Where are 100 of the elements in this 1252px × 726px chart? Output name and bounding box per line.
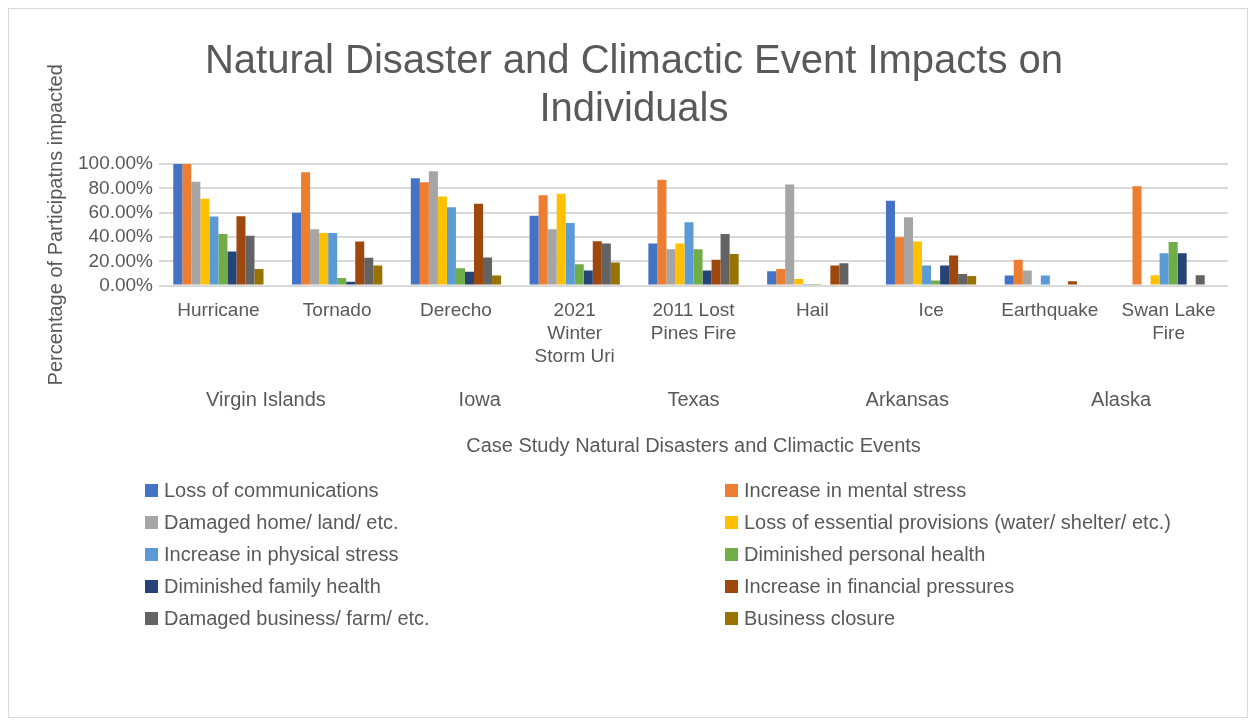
bar xyxy=(1132,186,1142,285)
bar xyxy=(236,216,246,285)
bar xyxy=(319,233,329,285)
x-tick-label: 2021 Winter Storm Uri xyxy=(534,299,615,366)
bar xyxy=(922,265,932,285)
bar xyxy=(839,263,849,285)
bar xyxy=(693,249,703,285)
bar xyxy=(785,184,795,285)
bar xyxy=(711,259,721,285)
bar xyxy=(538,195,548,285)
bar xyxy=(794,279,804,285)
bar xyxy=(1195,275,1205,285)
x-tick-label: Ice xyxy=(918,299,944,321)
bar xyxy=(913,241,923,285)
bar xyxy=(464,271,474,285)
bar xyxy=(1168,241,1178,285)
bar xyxy=(830,265,840,285)
x-tick-label: Hurricane xyxy=(177,299,260,321)
bar xyxy=(702,270,712,285)
bar xyxy=(1150,275,1160,285)
bar xyxy=(583,270,593,285)
bar xyxy=(1040,275,1050,285)
bar xyxy=(455,268,465,285)
legend-label: Loss of communications xyxy=(164,478,379,502)
bar xyxy=(767,271,777,285)
bar xyxy=(191,181,201,285)
bar xyxy=(903,217,913,285)
bar xyxy=(437,196,447,285)
bar xyxy=(949,255,959,285)
bar xyxy=(1013,259,1023,285)
bar xyxy=(483,257,493,285)
bar xyxy=(1159,253,1169,285)
legend-label: Increase in mental stress xyxy=(744,478,967,502)
bar xyxy=(173,164,183,285)
bar xyxy=(1067,281,1077,285)
bar xyxy=(301,172,311,285)
bar xyxy=(1004,275,1014,285)
y-tick-label: 80.00% xyxy=(88,176,154,198)
bar xyxy=(1022,270,1032,285)
text: Virgin Islands xyxy=(206,387,326,410)
bar xyxy=(410,178,420,285)
legend-label: Business closure xyxy=(744,606,896,630)
legend-label: Damaged home/ land/ etc. xyxy=(164,510,399,534)
bar xyxy=(529,215,539,285)
bar xyxy=(355,241,365,285)
y-tick-label: 20.00% xyxy=(88,249,154,271)
bar xyxy=(885,200,895,285)
y-tick-label: 100.00% xyxy=(77,152,154,174)
x-tick-label: Earthquake xyxy=(1001,299,1099,321)
bar xyxy=(310,229,320,285)
legend-label: Diminished family health xyxy=(164,574,381,598)
legend-label: Increase in financial pressures xyxy=(744,574,1015,598)
text: Arkansas xyxy=(865,387,949,410)
x-tick-label: 2011 Lost Pines Fire xyxy=(650,299,737,344)
bar xyxy=(556,193,566,285)
bar xyxy=(648,243,658,285)
bar xyxy=(574,264,584,285)
bar xyxy=(1177,253,1187,285)
bar xyxy=(565,223,575,285)
legend-label: Loss of essential provisions (water/ shelter/ etc.) xyxy=(744,510,1171,534)
bar xyxy=(610,262,620,285)
bar xyxy=(337,277,347,285)
bar xyxy=(428,171,438,285)
bar xyxy=(346,281,356,285)
x-tick-label: Tornado xyxy=(302,299,372,321)
bar xyxy=(729,253,739,285)
bar xyxy=(474,203,484,285)
chart-title: Natural Disaster and Climactic Event Impacts on Individuals xyxy=(204,37,1064,130)
bar xyxy=(675,243,685,285)
x-axis-title: Case Study Natural Disasters and Climactic Events xyxy=(466,433,921,456)
bar xyxy=(958,274,968,285)
bar xyxy=(492,275,502,285)
bar xyxy=(218,233,228,285)
x-tick-label: Derecho xyxy=(420,299,492,321)
bar xyxy=(720,233,730,285)
x-tick-label: Hail xyxy=(795,299,829,321)
bar xyxy=(666,249,676,285)
bar xyxy=(364,257,374,285)
x-tick-label: Swan Lake Fire xyxy=(1121,299,1216,344)
text: Alaska xyxy=(1091,387,1152,410)
y-axis-title: Percentage of Participatns impacted xyxy=(43,64,66,386)
bar xyxy=(601,243,611,285)
bar xyxy=(254,268,264,285)
bar xyxy=(684,222,694,285)
bar xyxy=(940,265,950,285)
text: Texas xyxy=(667,387,720,410)
legend-label: Increase in physical stress xyxy=(164,542,399,566)
bar xyxy=(967,275,977,285)
bar xyxy=(657,179,667,285)
text: Iowa xyxy=(458,387,502,410)
bar xyxy=(227,251,237,285)
bar xyxy=(419,182,429,285)
legend-label: Diminished personal health xyxy=(744,542,986,566)
bar xyxy=(547,229,557,285)
y-tick-label: 0.00% xyxy=(99,273,154,295)
bar xyxy=(931,280,941,285)
bar xyxy=(776,268,786,285)
bar xyxy=(292,212,302,285)
legend-label: Damaged business/ farm/ etc. xyxy=(164,606,430,630)
bar xyxy=(182,164,192,285)
